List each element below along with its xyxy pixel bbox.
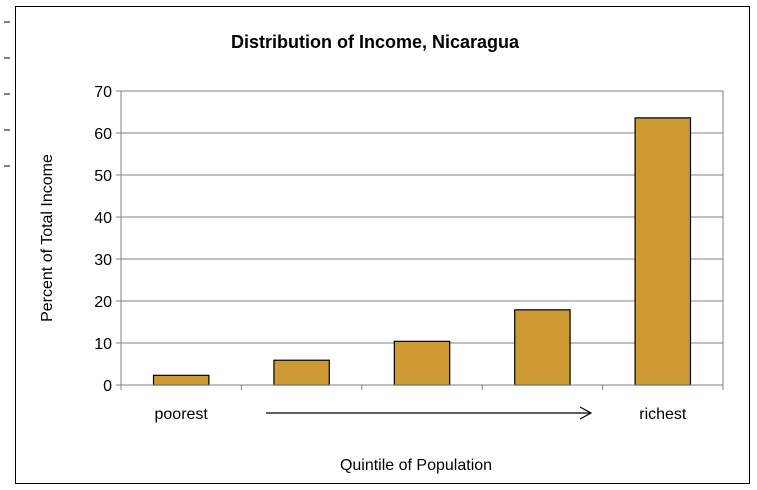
y-tick-label: 70 — [94, 84, 112, 101]
left-edge-tick-marks — [4, 21, 10, 167]
chart-frame: Distribution of Income, Nicaragua 0 10 20 3… — [15, 6, 750, 484]
bar — [514, 309, 571, 386]
y-axis: 0 10 20 30 40 50 60 70 — [94, 84, 121, 395]
x-category-label: poorest — [155, 406, 209, 423]
y-tick-label: 0 — [103, 378, 112, 395]
y-tick-label: 30 — [94, 252, 112, 269]
direction-arrow — [266, 406, 593, 420]
chart-title: Distribution of Income, Nicaragua — [231, 32, 520, 52]
y-tick-label: 20 — [94, 294, 112, 311]
y-tick-label: 10 — [94, 336, 112, 353]
x-axis: poorest richest — [120, 384, 724, 423]
x-axis-label: Quintile of Population — [340, 457, 492, 474]
y-tick-label: 50 — [94, 168, 112, 185]
x-category-label: richest — [639, 406, 687, 423]
y-tick-label: 40 — [94, 210, 112, 227]
bar — [634, 117, 692, 386]
gridlines — [121, 132, 723, 344]
bar — [152, 374, 210, 386]
bars — [152, 117, 692, 386]
bar — [273, 359, 330, 386]
y-axis-label: Percent of Total Income — [39, 154, 56, 322]
income-bar-chart: Distribution of Income, Nicaragua 0 10 20 3… — [39, 32, 724, 474]
bar — [393, 340, 451, 386]
y-tick-label: 60 — [94, 126, 112, 143]
